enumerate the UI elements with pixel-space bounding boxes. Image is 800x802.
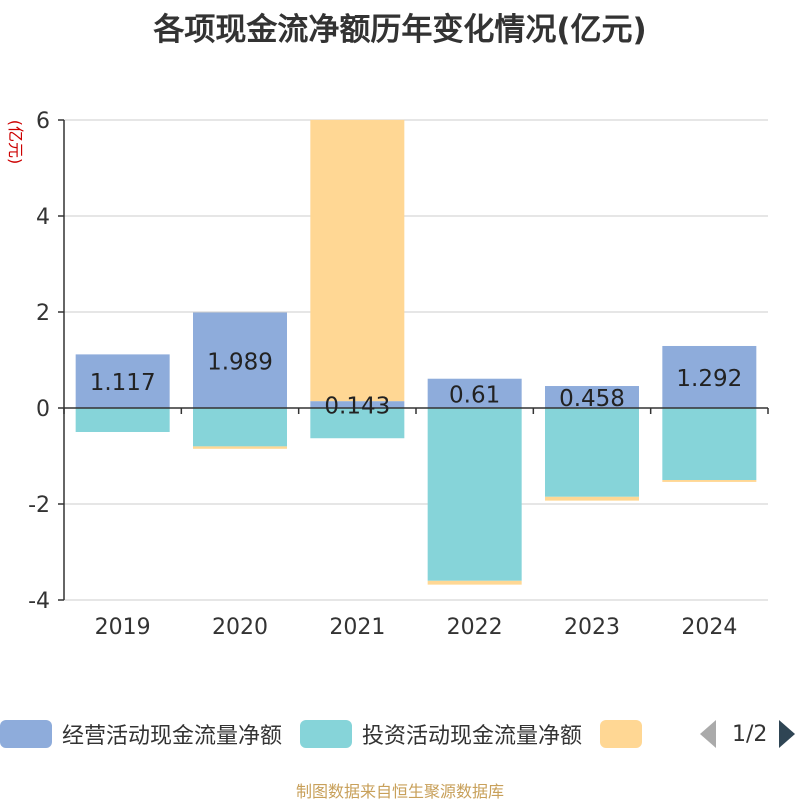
legend-swatch-operating [0,720,52,748]
x-tick-label-2023: 2023 [564,615,620,640]
bar-series0-2023 [545,386,639,408]
bar-series0-2020 [193,312,287,408]
legend-item-investing[interactable]: 投资活动现金流量净额 [300,718,582,750]
data-label-2020: 1.989 [207,349,273,375]
bar-series2-2024 [662,480,757,482]
pager-prev-icon[interactable] [700,720,716,748]
data-label-2023: 0.458 [559,386,625,412]
x-tick-label-2020: 2020 [212,615,268,640]
pager-next-icon[interactable] [779,720,796,748]
bar-series2-2020 [193,446,287,449]
bar-series0-2024 [662,345,757,408]
bar-series1-2024 [662,408,757,480]
legend-label-operating: 经营活动现金流量净额 [62,724,283,749]
data-label-2024: 1.292 [676,366,742,392]
legend-item-third[interactable] [600,720,652,748]
x-tick-label-2021: 2021 [329,615,385,640]
bar-series0-2021 [310,401,405,408]
legend-item-operating[interactable]: 经营活动现金流量净额 [0,718,282,750]
y-tick-label: 2 [36,301,50,326]
x-tick-label-2019: 2019 [95,615,151,640]
legend-swatch-investing [300,720,353,748]
bar-series1-2019 [75,408,170,432]
data-label-2021: 0.143 [324,394,390,420]
data-label-2022: 0.61 [449,382,500,408]
bar-series2-2022 [427,580,522,585]
bar-series1-2021 [310,408,405,439]
grid-lines [64,119,768,601]
bar-series0-2019 [75,354,170,408]
bars [75,119,757,585]
legend-pager: 1/2 [700,716,796,752]
bar-series0-2022 [427,378,522,408]
y-tick-label: -2 [28,493,50,518]
bar-series1-2020 [193,408,287,447]
legend-label-investing: 投资活动现金流量净额 [362,724,583,749]
pager-text: 1/2 [732,721,768,747]
data-label-2019: 1.117 [90,370,156,396]
bar-series1-2023 [545,408,639,497]
bar-series1-2022 [427,408,522,581]
y-tick-label: -4 [28,589,50,614]
source-note: 制图数据来自恒生聚源数据库 [295,782,504,801]
y-tick-label: 0 [36,397,50,422]
y-tick-label: 4 [36,205,50,230]
x-tick-label-2022: 2022 [447,615,503,640]
bar-series2-2021 [310,119,405,402]
chart-title: 各项现金流净额历年变化情况(亿元) [153,12,647,48]
y-axis-title: (亿元) [6,120,25,165]
bar-series2-2023 [545,496,639,501]
y-tick-label: 6 [36,109,50,134]
legend-swatch-third [600,720,643,748]
labels: -4 -2 0 2 4 6 (亿元) 1.117 1.989 0.143 0.61 0.458 1.29… [6,109,742,640]
legend: 经营活动现金流量净额 投资活动现金流量净额 [0,716,670,752]
axes [58,119,769,601]
x-tick-label-2024: 2024 [681,615,737,640]
